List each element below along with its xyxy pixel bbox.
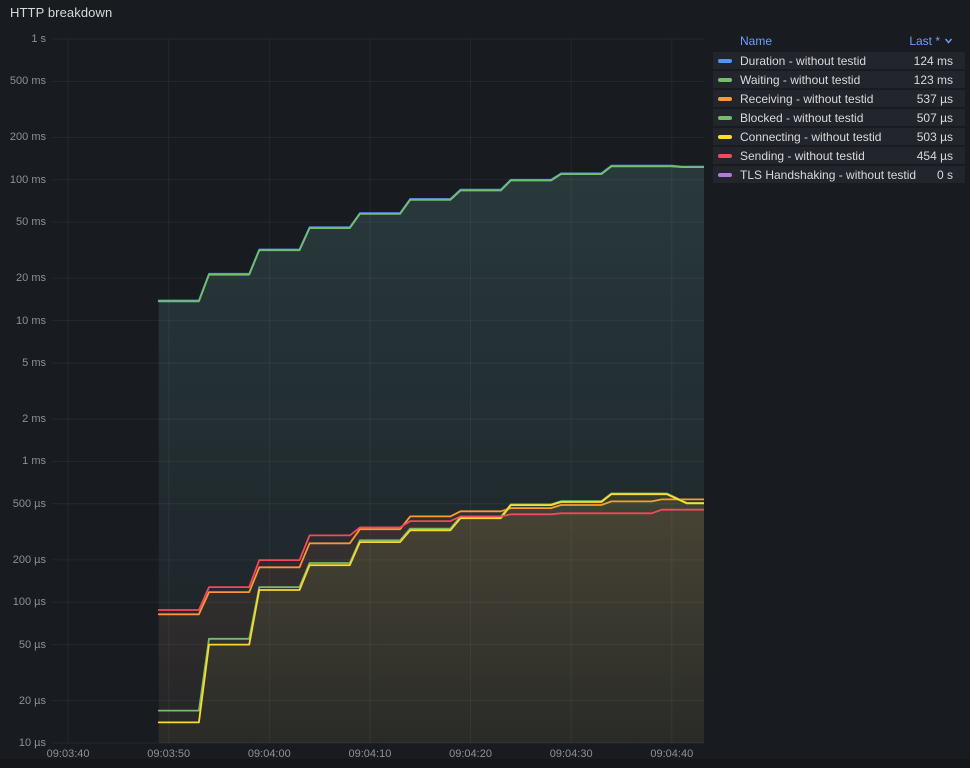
series-fill-sending-without-testid — [158, 509, 704, 743]
y-tick-label: 50 ms — [16, 216, 46, 229]
y-tick-label: 1 s — [31, 33, 46, 45]
y-tick-label: 10 ms — [16, 314, 46, 327]
legend-row-waiting-without-testid[interactable]: Waiting - without testid 123 ms — [713, 71, 965, 88]
series-color-swatch — [718, 96, 732, 101]
x-tick-label: 09:04:20 — [449, 748, 492, 760]
legend-rows: Duration - without testid 124 ms Waiting -… — [713, 52, 965, 183]
y-tick-label: 100 µs — [12, 596, 46, 609]
legend-row-receiving-without-testid[interactable]: Receiving - without testid 537 µs — [713, 90, 965, 107]
legend-series-value: 537 µs — [916, 91, 953, 106]
legend-series-label[interactable]: Sending - without testid — [740, 148, 865, 163]
legend-series-value: 0 s — [936, 167, 953, 182]
panel-title[interactable]: HTTP breakdown — [10, 5, 113, 20]
y-tick-label: 10 µs — [18, 737, 46, 749]
series-color-swatch — [718, 77, 732, 82]
legend-row-connecting-without-testid[interactable]: Connecting - without testid 503 µs — [713, 128, 965, 145]
legend-series-label[interactable]: Blocked - without testid — [740, 110, 864, 125]
y-tick-label: 500 µs — [12, 497, 46, 510]
legend-row-blocked-without-testid[interactable]: Blocked - without testid 507 µs — [713, 109, 965, 126]
y-tick-label: 20 ms — [16, 272, 46, 285]
legend-series-value: 454 µs — [916, 148, 953, 163]
legend-row-duration-without-testid[interactable]: Duration - without testid 124 ms — [713, 52, 965, 69]
series-color-swatch — [718, 153, 732, 158]
sort-desc-icon — [944, 38, 953, 44]
series-line-sending-without-testid — [157, 508, 704, 611]
y-tick-label: 20 µs — [18, 694, 46, 707]
y-tick-label: 500 ms — [9, 75, 46, 88]
y-tick-label: 200 µs — [12, 553, 46, 566]
x-tick-label: 09:04:30 — [549, 748, 593, 760]
y-tick-label: 2 ms — [22, 413, 46, 425]
legend-series-label[interactable]: Connecting - without testid — [740, 129, 882, 144]
x-tick-label: 09:04:00 — [247, 748, 291, 760]
series-color-swatch — [718, 58, 732, 63]
legend-row-sending-without-testid[interactable]: Sending - without testid 454 µs — [713, 147, 965, 164]
legend-series-label[interactable]: TLS Handshaking - without testid — [740, 167, 917, 182]
x-tick-label: 09:03:40 — [46, 748, 90, 760]
legend-series-value: 503 µs — [916, 129, 953, 144]
legend-name-header[interactable]: Name — [740, 33, 773, 48]
legend-last-header[interactable]: Last * — [909, 34, 953, 48]
series-color-swatch — [718, 172, 732, 177]
x-tick-label: 09:04:10 — [348, 748, 392, 760]
x-tick-label: 09:04:40 — [650, 748, 694, 760]
series-color-swatch — [718, 115, 732, 120]
legend-row-tls-handshaking-without-testid[interactable]: TLS Handshaking - without testid 0 s — [713, 166, 965, 183]
legend-series-label[interactable]: Duration - without testid — [740, 53, 867, 68]
x-tick-label: 09:03:50 — [147, 748, 191, 760]
legend-table: Name Last * Duration - without testid 124… — [713, 31, 965, 185]
panel-bottom-edge — [0, 759, 970, 768]
y-tick-label: 200 ms — [9, 131, 46, 144]
legend-series-label[interactable]: Receiving - without testid — [740, 91, 874, 106]
series-color-swatch — [718, 134, 732, 139]
legend-series-value: 123 ms — [913, 72, 953, 87]
legend-header: Name Last * — [713, 31, 965, 50]
y-tick-label: 50 µs — [18, 638, 46, 651]
y-tick-label: 1 ms — [22, 455, 46, 468]
legend-series-label[interactable]: Waiting - without testid — [740, 72, 861, 87]
y-tick-label: 5 ms — [22, 356, 46, 369]
legend-series-value: 124 ms — [913, 53, 953, 68]
legend-series-value: 507 µs — [916, 110, 953, 125]
series-line-waiting-without-testid — [157, 165, 704, 303]
y-tick-label: 100 ms — [9, 173, 46, 186]
